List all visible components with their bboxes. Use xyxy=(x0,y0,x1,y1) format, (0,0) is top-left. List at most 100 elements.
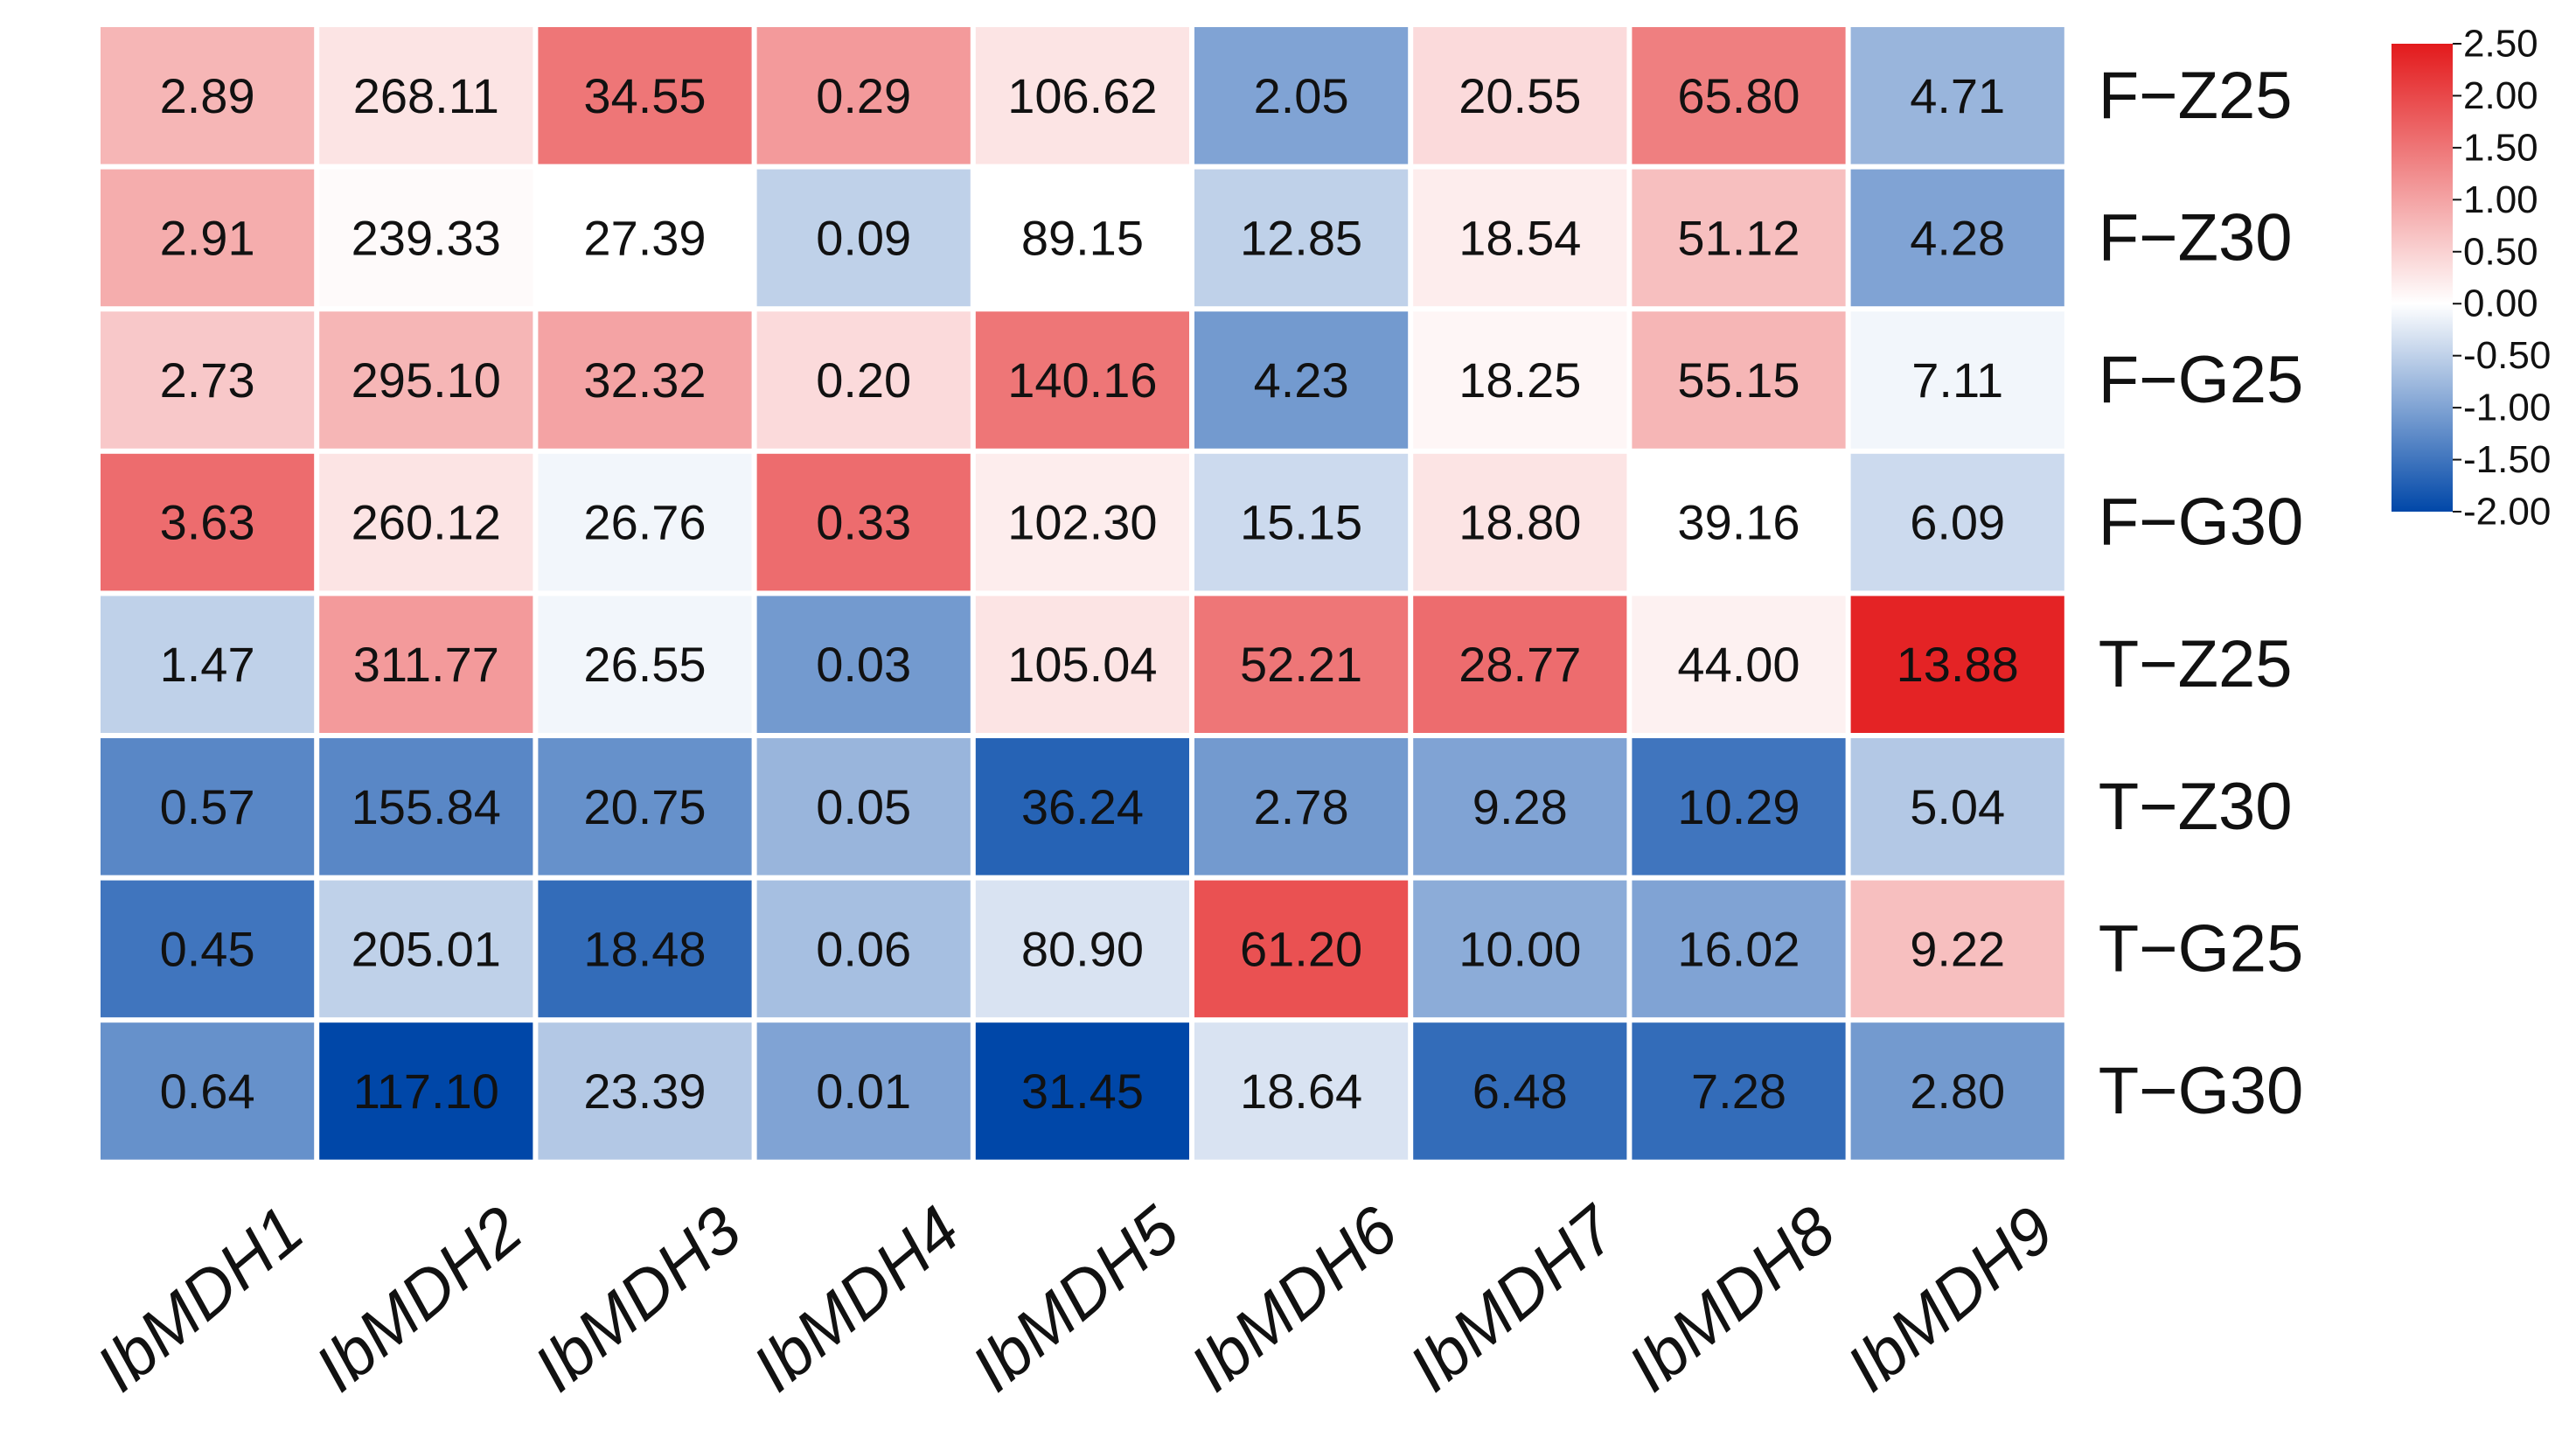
column-labels: IbMDH1IbMDH2IbMDH3IbMDH4IbMDH5IbMDH6IbMD… xyxy=(83,1191,2068,1406)
cell-value-label: 0.33 xyxy=(816,495,911,550)
row-label: F−Z25 xyxy=(2099,59,2293,133)
row-label: F−G30 xyxy=(2099,485,2303,560)
heatmap-cell xyxy=(1632,27,1846,164)
heatmap-cell xyxy=(101,311,315,449)
heatmap-cell xyxy=(538,27,752,164)
heatmap-cell xyxy=(756,27,971,164)
cell-value-label: 260.12 xyxy=(352,495,501,550)
legend-tick-label: -0.50 xyxy=(2463,334,2551,377)
heatmap-cell xyxy=(101,453,315,591)
heatmap-cell xyxy=(101,169,315,307)
column-label: IbMDH1 xyxy=(83,1192,317,1406)
cell-value-label: 15.15 xyxy=(1240,495,1362,550)
heatmap-cell xyxy=(1850,27,2064,164)
cell-value-label: 9.22 xyxy=(1910,921,2005,976)
heatmap-cell xyxy=(1850,1022,2064,1160)
heatmap-cell xyxy=(1632,453,1846,591)
column-label: IbMDH2 xyxy=(302,1192,536,1406)
cell-value-label: 6.48 xyxy=(1472,1064,1568,1119)
cell-value-label: 102.30 xyxy=(1007,495,1157,550)
heatmap-cell xyxy=(975,596,1189,733)
cell-value-label: 0.09 xyxy=(816,210,911,265)
cell-value-label: 205.01 xyxy=(352,921,501,976)
cell-value-label: 0.64 xyxy=(160,1064,255,1119)
cell-value-label: 10.29 xyxy=(1677,779,1800,834)
heatmap-cell xyxy=(1194,880,1409,1018)
cell-value-label: 106.62 xyxy=(1007,68,1157,123)
heatmap-cell xyxy=(1194,169,1409,307)
heatmap-cell xyxy=(756,738,971,875)
heatmap-cell xyxy=(319,453,533,591)
heatmap-cell xyxy=(538,596,752,733)
cell-value-label: 10.00 xyxy=(1459,921,1581,976)
cell-value-label: 2.89 xyxy=(160,68,255,123)
color-scale-legend: 2.50 2.00 1.50 1.00 0.50 0.00 -0.50 -1.00 -1.50 -… xyxy=(2392,23,2551,534)
cell-value-label: 16.02 xyxy=(1677,921,1800,976)
heatmap-cell xyxy=(756,169,971,307)
cell-value-label: 0.20 xyxy=(816,352,911,408)
heatmap-cell xyxy=(975,738,1189,875)
heatmap-cell xyxy=(975,453,1189,591)
cell-value-label: 0.45 xyxy=(160,921,255,976)
heatmap-cell xyxy=(1632,738,1846,875)
cell-value-label: 0.05 xyxy=(816,779,911,834)
row-label: T−Z30 xyxy=(2099,770,2293,844)
row-label: T−G30 xyxy=(2099,1054,2303,1128)
heatmap-cell xyxy=(1194,27,1409,164)
heatmap-cells: 2.89 268.11 34.55 0.29 106.62 2.05 20.55 65.80 4… xyxy=(101,27,2064,1160)
row-label: F−G25 xyxy=(2099,343,2303,417)
cell-value-label: 55.15 xyxy=(1677,352,1800,408)
heatmap-cell xyxy=(1850,453,2064,591)
cell-value-label: 28.77 xyxy=(1459,637,1581,692)
cell-value-label: 18.80 xyxy=(1459,495,1581,550)
heatmap-cell xyxy=(538,738,752,875)
heatmap-cell xyxy=(538,311,752,449)
heatmap-cell xyxy=(1632,880,1846,1018)
heatmap-cell xyxy=(538,880,752,1018)
legend-tick-label: 0.50 xyxy=(2463,230,2538,273)
cell-value-label: 9.28 xyxy=(1472,779,1568,834)
cell-value-label: 0.03 xyxy=(816,637,911,692)
heatmap-cell xyxy=(756,596,971,733)
cell-value-label: 2.78 xyxy=(1254,779,1349,834)
cell-value-label: 1.47 xyxy=(160,637,255,692)
legend-tick-label: 2.00 xyxy=(2463,74,2538,117)
heatmap-cell xyxy=(319,1022,533,1160)
heatmap-cell xyxy=(975,169,1189,307)
heatmap-cell xyxy=(1413,311,1627,449)
column-label: IbMDH8 xyxy=(1614,1192,1848,1406)
heatmap-cell xyxy=(1413,27,1627,164)
legend-tick-label: 1.00 xyxy=(2463,178,2538,221)
heatmap-cell xyxy=(538,1022,752,1160)
cell-value-label: 26.76 xyxy=(583,495,706,550)
cell-value-label: 2.05 xyxy=(1254,68,1349,123)
heatmap-cell xyxy=(101,1022,315,1160)
heatmap-cell xyxy=(1194,1022,1409,1160)
heatmap-cell xyxy=(1194,738,1409,875)
heatmap-cell xyxy=(1632,311,1846,449)
cell-value-label: 18.64 xyxy=(1240,1064,1362,1119)
heatmap-cell xyxy=(319,311,533,449)
cell-value-label: 5.04 xyxy=(1910,779,2005,834)
cell-value-label: 20.75 xyxy=(583,779,706,834)
color-scale-bar xyxy=(2392,44,2453,512)
heatmap-cell xyxy=(975,311,1189,449)
column-label: IbMDH7 xyxy=(1396,1191,1632,1406)
cell-value-label: 239.33 xyxy=(352,210,501,265)
heatmap-cell xyxy=(975,1022,1189,1160)
heatmap-cell xyxy=(1413,880,1627,1018)
cell-value-label: 2.91 xyxy=(160,210,255,265)
cell-value-label: 0.29 xyxy=(816,68,911,123)
heatmap-cell xyxy=(1850,311,2064,449)
cell-value-label: 4.23 xyxy=(1254,352,1349,408)
cell-value-label: 295.10 xyxy=(352,352,501,408)
legend-tick-label: -1.50 xyxy=(2463,438,2551,481)
heatmap-cell xyxy=(1413,169,1627,307)
heatmap-cell xyxy=(1413,596,1627,733)
heatmap-cell xyxy=(975,880,1189,1018)
heatmap-cell xyxy=(1850,169,2064,307)
cell-value-label: 2.73 xyxy=(160,352,255,408)
cell-value-label: 44.00 xyxy=(1677,637,1800,692)
heatmap-cell xyxy=(101,880,315,1018)
